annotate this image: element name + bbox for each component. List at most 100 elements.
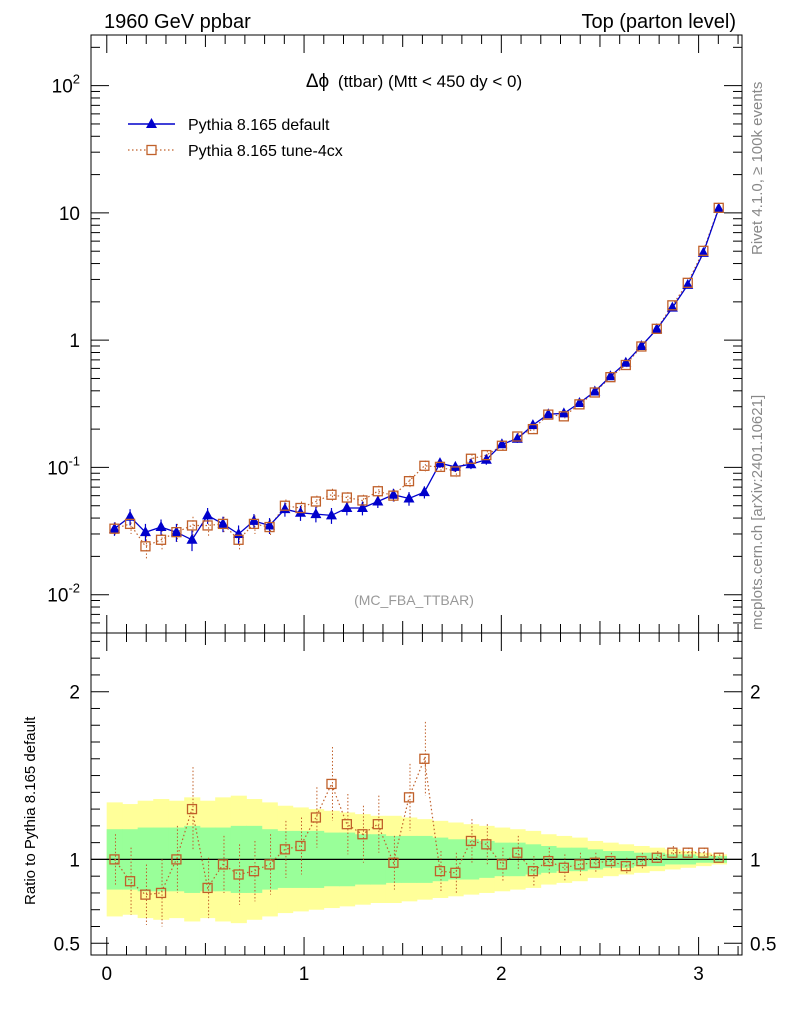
ratio-point bbox=[651, 852, 662, 863]
tune-4cx-point bbox=[217, 518, 229, 530]
ratio-point bbox=[620, 860, 631, 872]
tune-4cx-point bbox=[140, 541, 151, 552]
default-point bbox=[325, 509, 337, 520]
ratio-point bbox=[248, 865, 260, 877]
default-point bbox=[697, 246, 709, 257]
tune-4cx-point bbox=[388, 490, 399, 501]
default-point bbox=[341, 501, 353, 512]
ratio-point bbox=[605, 855, 616, 867]
default-line bbox=[114, 208, 720, 541]
ratio-point bbox=[698, 847, 709, 858]
legend-entry-tune: Pythia 8.165 tune-4cx bbox=[128, 143, 343, 160]
ratio-y-tick-label: 2 bbox=[69, 683, 80, 704]
default-point bbox=[202, 509, 214, 520]
y-tick-label: 10-2 bbox=[47, 581, 80, 607]
default-point bbox=[217, 517, 229, 528]
tune-4cx-point bbox=[465, 453, 477, 464]
ratio-point bbox=[558, 862, 570, 873]
ratio-point bbox=[264, 859, 275, 870]
default-point bbox=[682, 278, 694, 289]
ratio-point bbox=[140, 889, 151, 900]
default-point bbox=[635, 339, 647, 350]
tune-4cx-point bbox=[496, 440, 508, 451]
legend-triangle-icon bbox=[146, 118, 157, 128]
ratio-point bbox=[481, 839, 492, 850]
tune-4cx-point bbox=[713, 202, 724, 213]
default-point bbox=[620, 356, 632, 367]
tune-4cx-point bbox=[295, 502, 306, 514]
default-point bbox=[449, 460, 461, 471]
x-tick-label: 1 bbox=[299, 964, 310, 985]
default-point bbox=[139, 526, 151, 537]
tune-4cx-point bbox=[279, 500, 291, 511]
ratio-y-axis-label: Ratio to Pythia 8.165 default bbox=[22, 716, 39, 905]
ratio-point bbox=[543, 855, 554, 867]
default-point bbox=[666, 301, 678, 312]
tune-4cx-point bbox=[357, 495, 368, 506]
tune-4cx-point bbox=[248, 518, 260, 530]
default-point bbox=[713, 202, 725, 213]
ratio-point bbox=[419, 753, 430, 764]
legend: Pythia 8.165 default Pythia 8.165 tune-4… bbox=[128, 117, 343, 160]
delta-phi-symbol: Δϕ bbox=[306, 71, 329, 92]
analysis-watermark: (MC_FBA_TTBAR) bbox=[354, 592, 474, 608]
tune-4cx-point bbox=[574, 399, 585, 410]
ratio-point bbox=[713, 852, 724, 863]
default-point bbox=[573, 396, 585, 407]
tune-4cx-point bbox=[202, 520, 213, 531]
default-point bbox=[496, 438, 508, 449]
tune-4cx-point bbox=[419, 460, 430, 471]
default-point bbox=[480, 453, 492, 464]
x-tick-label: 2 bbox=[496, 964, 507, 985]
rivet-version-label: Rivet 4.1.0, ≥ 100k events bbox=[749, 82, 766, 255]
plot-title-text: (ttbar) (Mtt < 450 dy < 0) bbox=[338, 72, 522, 91]
main-panel: 10-2 10-1 1 10 102 Δϕ (ttbar) (Mtt < 450 dy … bbox=[47, 34, 743, 634]
tune-4cx-point bbox=[558, 411, 570, 422]
ratio-point bbox=[186, 803, 198, 815]
tune-4cx-point bbox=[682, 277, 693, 288]
tune-4cx-point bbox=[512, 431, 523, 442]
tune-4cx-point bbox=[341, 492, 353, 503]
ratio-point bbox=[124, 876, 136, 887]
x-axis: 0 1 2 3 bbox=[101, 964, 703, 985]
mcplots-label: mcplots.cern.ch [arXiv:2401.10621] bbox=[749, 395, 766, 630]
ratio-point bbox=[667, 847, 678, 858]
ratio-point bbox=[589, 857, 600, 868]
default-point bbox=[108, 522, 120, 533]
tune-4cx-point bbox=[651, 323, 662, 334]
tune-4cx-point bbox=[636, 341, 647, 352]
tune-4cx-point bbox=[543, 409, 554, 420]
legend-label-default: Pythia 8.165 default bbox=[188, 117, 330, 134]
collision-label: 1960 GeV ppbar bbox=[104, 11, 251, 33]
ratio-point bbox=[233, 869, 244, 880]
legend-label-tune: Pythia 8.165 tune-4cx bbox=[188, 143, 343, 160]
tune-4cx-point bbox=[434, 461, 446, 473]
tune-4cx-point bbox=[124, 518, 136, 530]
ratio-y-tick-label-right: 1 bbox=[750, 850, 761, 871]
tune-4cx-point bbox=[481, 449, 492, 461]
ratio-y-tick-label-right: 0.5 bbox=[750, 934, 776, 955]
default-point bbox=[356, 501, 368, 512]
ratio-point bbox=[109, 854, 120, 865]
ratio-point bbox=[527, 865, 539, 877]
ratio-point bbox=[217, 859, 229, 870]
ratio-y-tick-label: 1 bbox=[69, 850, 80, 871]
tune-4cx-point bbox=[264, 521, 275, 533]
tune-4cx-point bbox=[155, 534, 167, 545]
tune-4cx-point bbox=[403, 476, 415, 487]
tune-4cx-point bbox=[171, 527, 182, 538]
tune-4cx-point bbox=[605, 372, 616, 383]
tune-4cx-point bbox=[667, 300, 678, 311]
default-point bbox=[170, 526, 182, 537]
default-point bbox=[542, 408, 554, 419]
ratio-point bbox=[326, 778, 337, 790]
ratio-point bbox=[465, 835, 477, 847]
ratio-line bbox=[114, 756, 719, 896]
ratio-point bbox=[403, 792, 415, 803]
ratio-point bbox=[155, 887, 167, 899]
x-tick-label: 0 bbox=[101, 964, 112, 985]
tune-4cx-point bbox=[698, 245, 709, 256]
ratio-point bbox=[171, 854, 182, 865]
ratio-point bbox=[372, 819, 383, 830]
tune-4cx-point bbox=[372, 486, 383, 497]
